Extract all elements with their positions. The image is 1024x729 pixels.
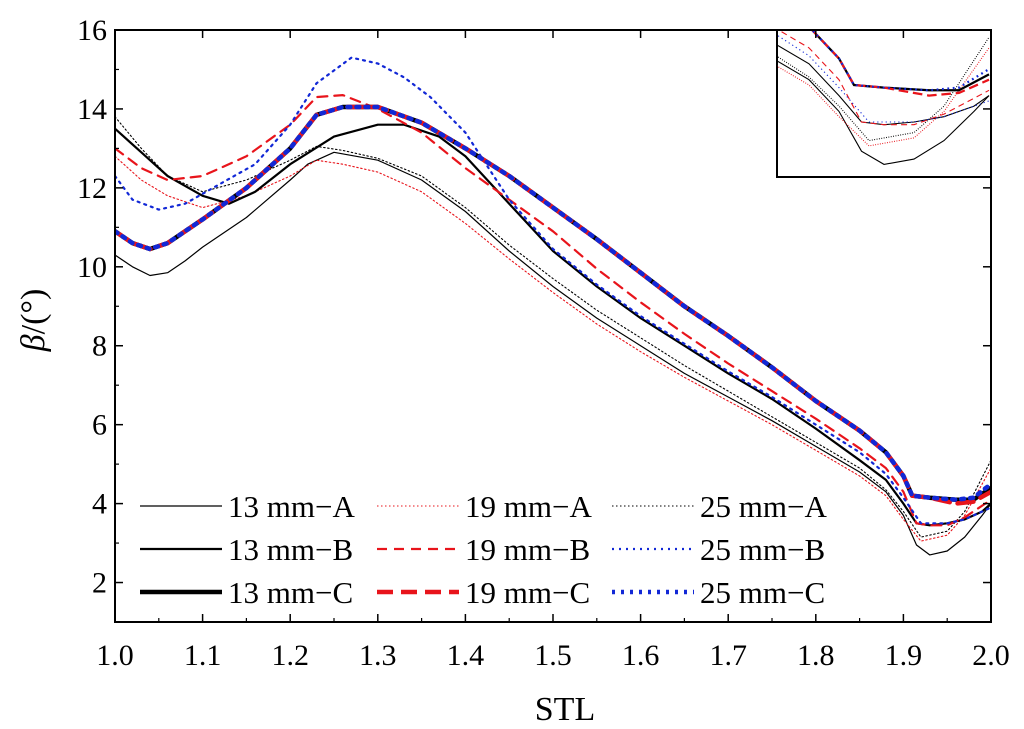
ticks-layer: 1.0 1.1 1.2 1.3 1.4 1.5 1.6 1.7 1.8 1.9 2.0 2 4 6 8 10 1… (77, 14, 1010, 672)
x-tick-label: 1.1 (184, 639, 222, 672)
inset-line-25-mm-a (777, 36, 990, 142)
legend-label-13-mm-b: 13 mm−B (228, 532, 353, 567)
inset-zoom-panel (776, 29, 992, 178)
legend-label-19-mm-a: 19 mm−A (465, 489, 592, 524)
legend-label-13-mm-a: 13 mm−A (228, 489, 355, 524)
legend-label-13-mm-c: 13 mm−C (228, 575, 353, 610)
y-tick-label: 4 (92, 488, 107, 521)
inset-line-13-mm-a (777, 60, 990, 165)
y-axis-title: β/(°) (15, 289, 52, 353)
y-tick-label: 8 (92, 330, 107, 363)
y-tick-label: 2 (92, 567, 107, 600)
y-tick-label: 10 (77, 251, 107, 284)
series-line-13-mm-b (115, 123, 991, 527)
x-tick-label: 1.0 (96, 639, 134, 672)
x-tick-label: 1.6 (622, 639, 660, 672)
inset-background (776, 29, 992, 178)
inset-line-19-mm-b (777, 30, 990, 126)
x-tick-label: 1.4 (447, 639, 485, 672)
legend-label-25-mm-b: 25 mm−B (700, 532, 825, 567)
inset-line-19-mm-a (777, 47, 990, 147)
series-line-19-mm-b (115, 94, 991, 527)
x-tick-label: 1.9 (885, 639, 923, 672)
x-axis-title: STL (535, 691, 595, 728)
y-tick-label: 14 (77, 93, 107, 126)
x-tick-label: 1.2 (271, 639, 309, 672)
y-tick-label: 12 (77, 172, 107, 205)
legend-label-25-mm-a: 25 mm−A (700, 489, 827, 524)
x-tick-label: 2.0 (972, 639, 1010, 672)
legend-label-19-mm-c: 19 mm−C (465, 575, 590, 610)
x-tick-label: 1.8 (797, 639, 835, 672)
legend: 13 mm−A 19 mm−A 25 mm−A 13 mm−B 19 mm−B 25 mm… (140, 489, 827, 610)
inset-line-25-mm-b (777, 34, 990, 123)
legend-label-19-mm-b: 19 mm−B (465, 532, 590, 567)
legend-label-25-mm-c: 25 mm−C (700, 575, 825, 610)
y-tick-label: 6 (92, 409, 107, 442)
inset-line-25-mm-c (810, 30, 990, 92)
x-tick-label: 1.5 (534, 639, 572, 672)
inset-series-layer (777, 30, 990, 165)
y-axis-symbol: β (15, 334, 52, 352)
series-line-19-mm-a (115, 155, 991, 542)
x-tick-label: 1.3 (359, 639, 397, 672)
x-tick-label: 1.7 (709, 639, 747, 672)
series-line-25-mm-c (115, 104, 991, 502)
y-tick-label: 16 (77, 14, 107, 47)
series-layer (115, 56, 991, 556)
series-line-25-mm-a (115, 116, 991, 538)
series-line-13-mm-a (115, 151, 991, 556)
y-axis-unit: /(°) (15, 289, 52, 335)
series-line-25-mm-b (115, 56, 991, 525)
